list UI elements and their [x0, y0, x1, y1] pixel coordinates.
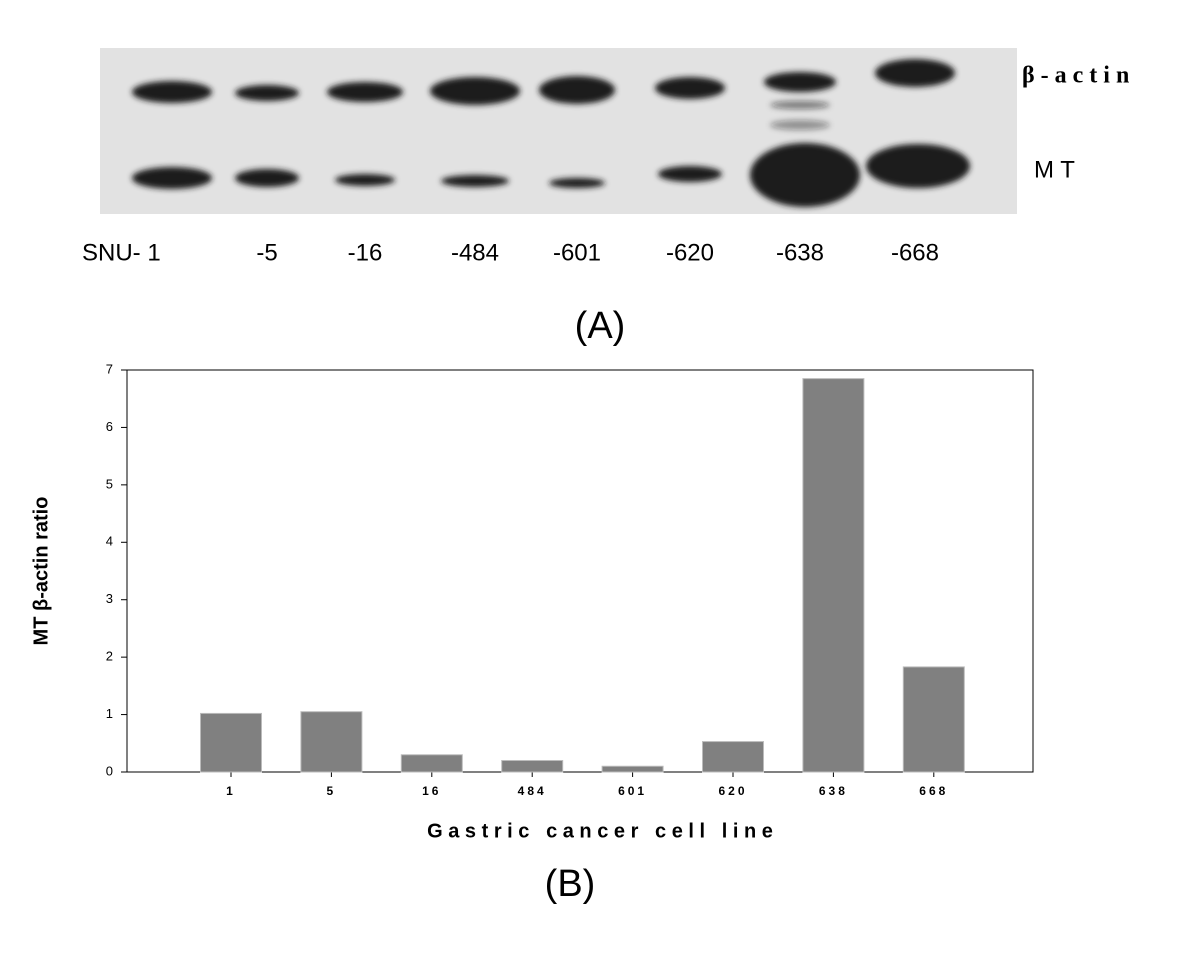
- x-tick-label: 1: [226, 784, 236, 798]
- bar: [601, 765, 664, 773]
- bar: [702, 741, 764, 773]
- x-tick-label: 484: [518, 784, 547, 798]
- x-tick-label: 620: [718, 784, 747, 798]
- panel-label: (A): [575, 305, 626, 347]
- lane-label: -5: [256, 239, 277, 266]
- blot-bands: [132, 59, 970, 207]
- y-axis-label: MT β-actin ratio: [30, 497, 52, 646]
- y-tick-label: 3: [106, 591, 113, 606]
- lane-label: SNU- 1: [82, 239, 161, 266]
- bar: [400, 754, 463, 773]
- x-tick-label: 638: [819, 784, 848, 798]
- x-tick-label: 668: [919, 784, 948, 798]
- lane-label: -620: [666, 239, 714, 266]
- band-label: β - a c t i n: [1022, 63, 1129, 89]
- y-tick-label: 2: [106, 649, 113, 664]
- x-tick-label: 16: [422, 784, 441, 798]
- lane-label: -668: [891, 239, 939, 266]
- bar: [802, 378, 865, 773]
- y-tick-label: 5: [106, 476, 113, 491]
- lane-label: -484: [451, 239, 499, 266]
- western-blot: β - a c t i n M T (A): [100, 48, 1129, 347]
- y-tick-label: 6: [106, 419, 113, 434]
- bar: [501, 760, 564, 773]
- lane-label: -601: [553, 239, 601, 266]
- lane-label: -638: [776, 239, 824, 266]
- plot-frame: [126, 369, 1034, 773]
- bar: [902, 666, 965, 773]
- y-tick-label: 4: [106, 534, 113, 549]
- y-tick-label: 0: [106, 763, 113, 778]
- panel-label: (B): [545, 863, 596, 905]
- y-tick-label: 1: [106, 706, 113, 721]
- x-tick-label: 5: [327, 784, 337, 798]
- bar: [300, 711, 363, 773]
- x-tick-label: 601: [618, 784, 647, 798]
- x-axis-label: G a s t r i c c a n c e r c e l l l i n …: [427, 820, 773, 842]
- band-label: M T: [1034, 156, 1075, 183]
- bar: [200, 712, 262, 773]
- y-tick-label: 7: [106, 361, 113, 376]
- lane-label: -16: [348, 239, 383, 266]
